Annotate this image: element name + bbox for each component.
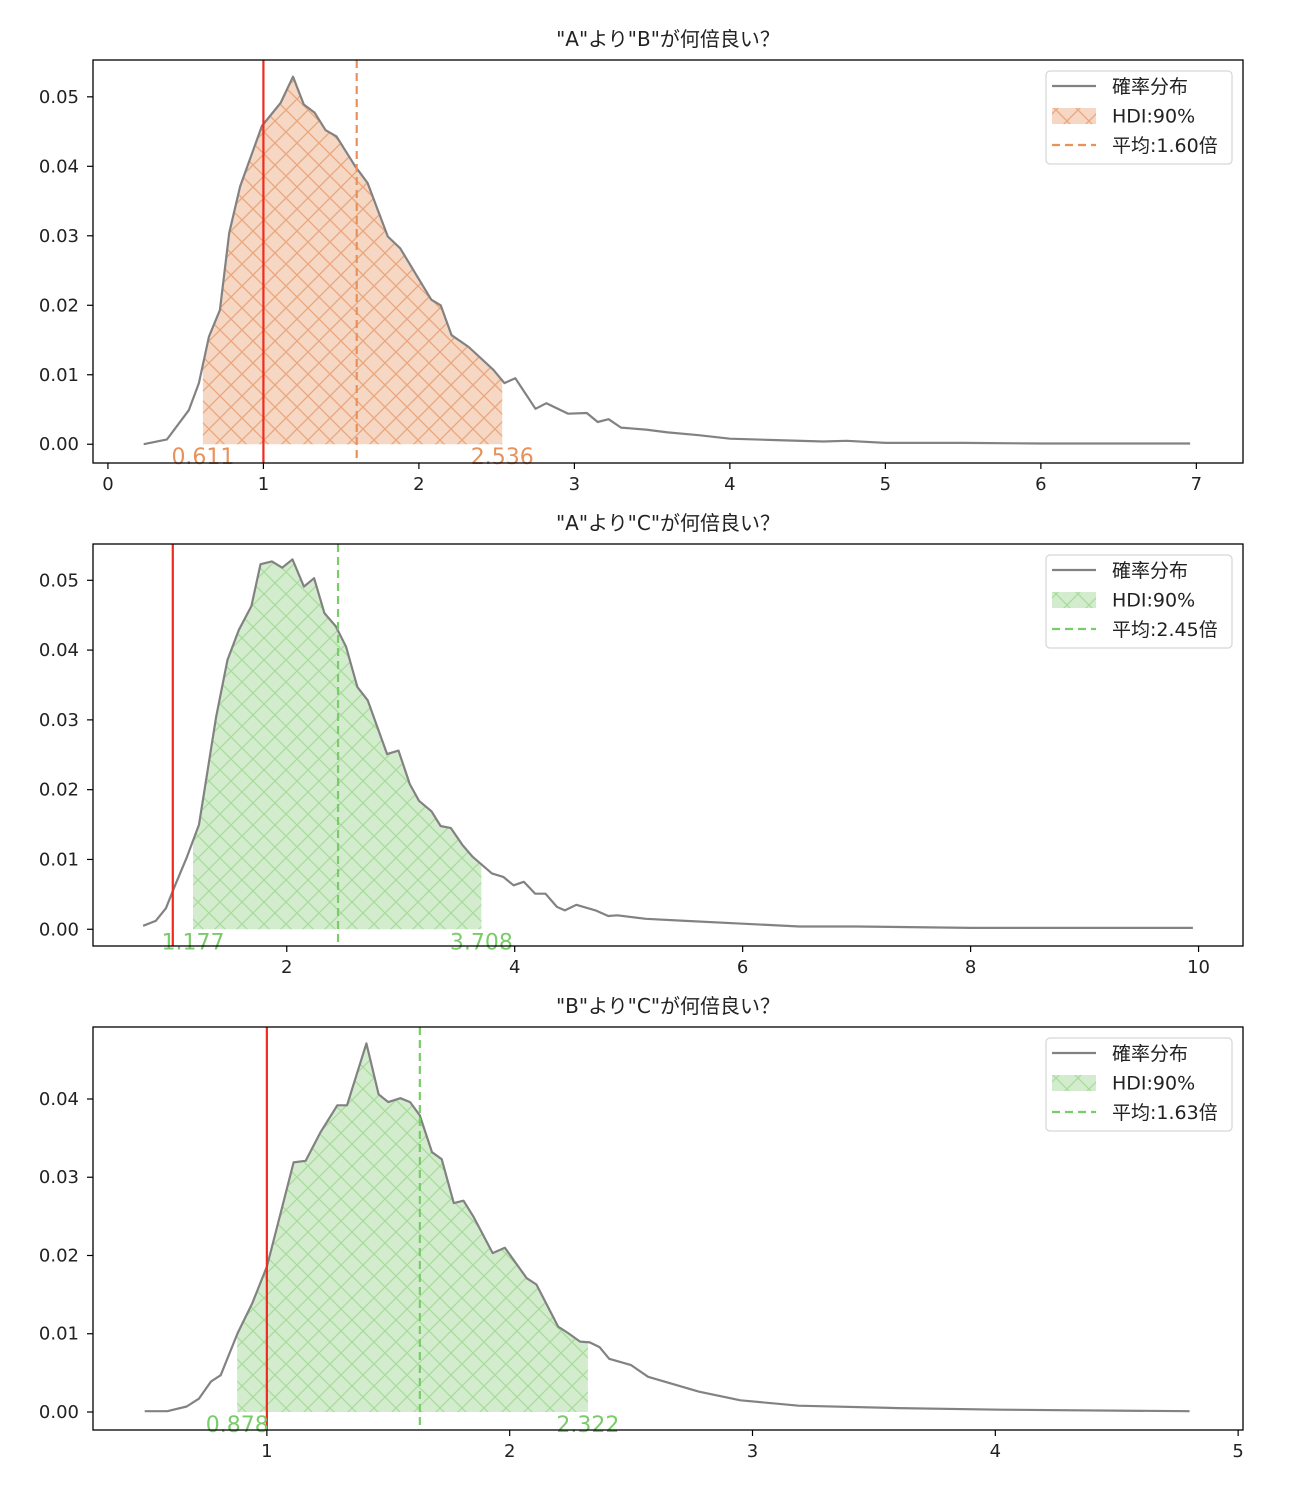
x-tick-label: 6 [737,957,748,978]
hdi-label-high: 3.708 [450,930,513,955]
hdi-label-low: 1.177 [161,930,224,955]
y-tick-label: 0.05 [39,570,79,591]
hdi-label-high: 2.322 [556,1413,619,1438]
legend-hdi-hatch [1052,1075,1096,1091]
x-tick-label: 1 [258,474,269,495]
subplot-3: "B"より"C"が何倍良い？ 0.878 2.322 1 2 3 4 5 0.00 0.01 0.0… [39,994,1244,1462]
x-tick-label: 5 [1232,1441,1243,1462]
y-tick-label: 0.04 [39,156,79,177]
hdi-hatch [203,77,502,445]
subplot-2: "A"より"C"が何倍良い？ 1.177 3.708 2 4 6 8 10 0.00 0.01 0.… [39,511,1243,978]
y-tick-label: 0.02 [39,1245,79,1266]
x-tick-label: 7 [1191,474,1202,495]
chart-title: "A"より"C"が何倍良い？ [556,511,780,535]
x-tick-label: 3 [747,1441,758,1462]
legend-label: 確率分布 [1112,560,1188,582]
x-tick-label: 10 [1187,957,1210,978]
legend-label: HDI:90% [1112,590,1195,612]
legend-label: 確率分布 [1112,76,1188,98]
subplot-1: "A"より"B"が何倍良い？ 0.611 2.536 0 1 2 3 4 5 6 7 0.00 0.01… [39,27,1243,495]
x-tick-label: 4 [990,1441,1001,1462]
y-tick-label: 0.01 [39,849,79,870]
x-tick-label: 5 [880,474,891,495]
x-tick-label: 2 [413,474,424,495]
legend-label: 平均:2.45倍 [1112,619,1218,641]
y-tick-label: 0.04 [39,640,79,661]
chart-title: "B"より"C"が何倍良い？ [556,994,780,1018]
y-tick-label: 0.02 [39,780,79,801]
legend-label: HDI:90% [1112,1073,1195,1095]
y-tick-label: 0.03 [39,226,79,247]
legend-label: HDI:90% [1112,106,1195,128]
y-tick-label: 0.03 [39,1167,79,1188]
x-tick-label: 4 [509,957,520,978]
chart-title: "A"より"B"が何倍良い？ [556,27,780,51]
x-tick-label: 8 [965,957,976,978]
y-tick-label: 0.00 [39,434,79,455]
legend-label: 確率分布 [1112,1043,1188,1065]
y-tick-label: 0.00 [39,919,79,940]
x-tick-label: 2 [504,1441,515,1462]
y-tick-label: 0.00 [39,1402,79,1423]
y-tick-label: 0.05 [39,87,79,108]
y-tick-label: 0.04 [39,1089,79,1110]
x-tick-label: 1 [261,1441,272,1462]
hdi-hatch [237,1043,588,1412]
y-tick-label: 0.01 [39,1324,79,1345]
y-tick-label: 0.01 [39,365,79,386]
x-tick-label: 6 [1035,474,1046,495]
hdi-label-high: 2.536 [471,445,534,470]
legend-label: 平均:1.63倍 [1112,1102,1218,1124]
y-tick-label: 0.02 [39,295,79,316]
hdi-label-low: 0.611 [171,445,234,470]
hdi-label-low: 0.878 [206,1413,269,1438]
legend: 確率分布 HDI:90% 平均:2.45倍 [1046,555,1232,648]
legend-hdi-hatch [1052,592,1096,608]
legend: 確率分布 HDI:90% 平均:1.60倍 [1046,71,1232,164]
legend: 確率分布 HDI:90% 平均:1.63倍 [1046,1038,1232,1131]
x-tick-label: 2 [281,957,292,978]
x-tick-label: 4 [724,474,735,495]
legend-hdi-hatch [1052,108,1096,124]
legend-label: 平均:1.60倍 [1112,135,1218,157]
y-tick-label: 0.03 [39,710,79,731]
x-tick-label: 0 [102,474,113,495]
x-tick-label: 3 [569,474,580,495]
